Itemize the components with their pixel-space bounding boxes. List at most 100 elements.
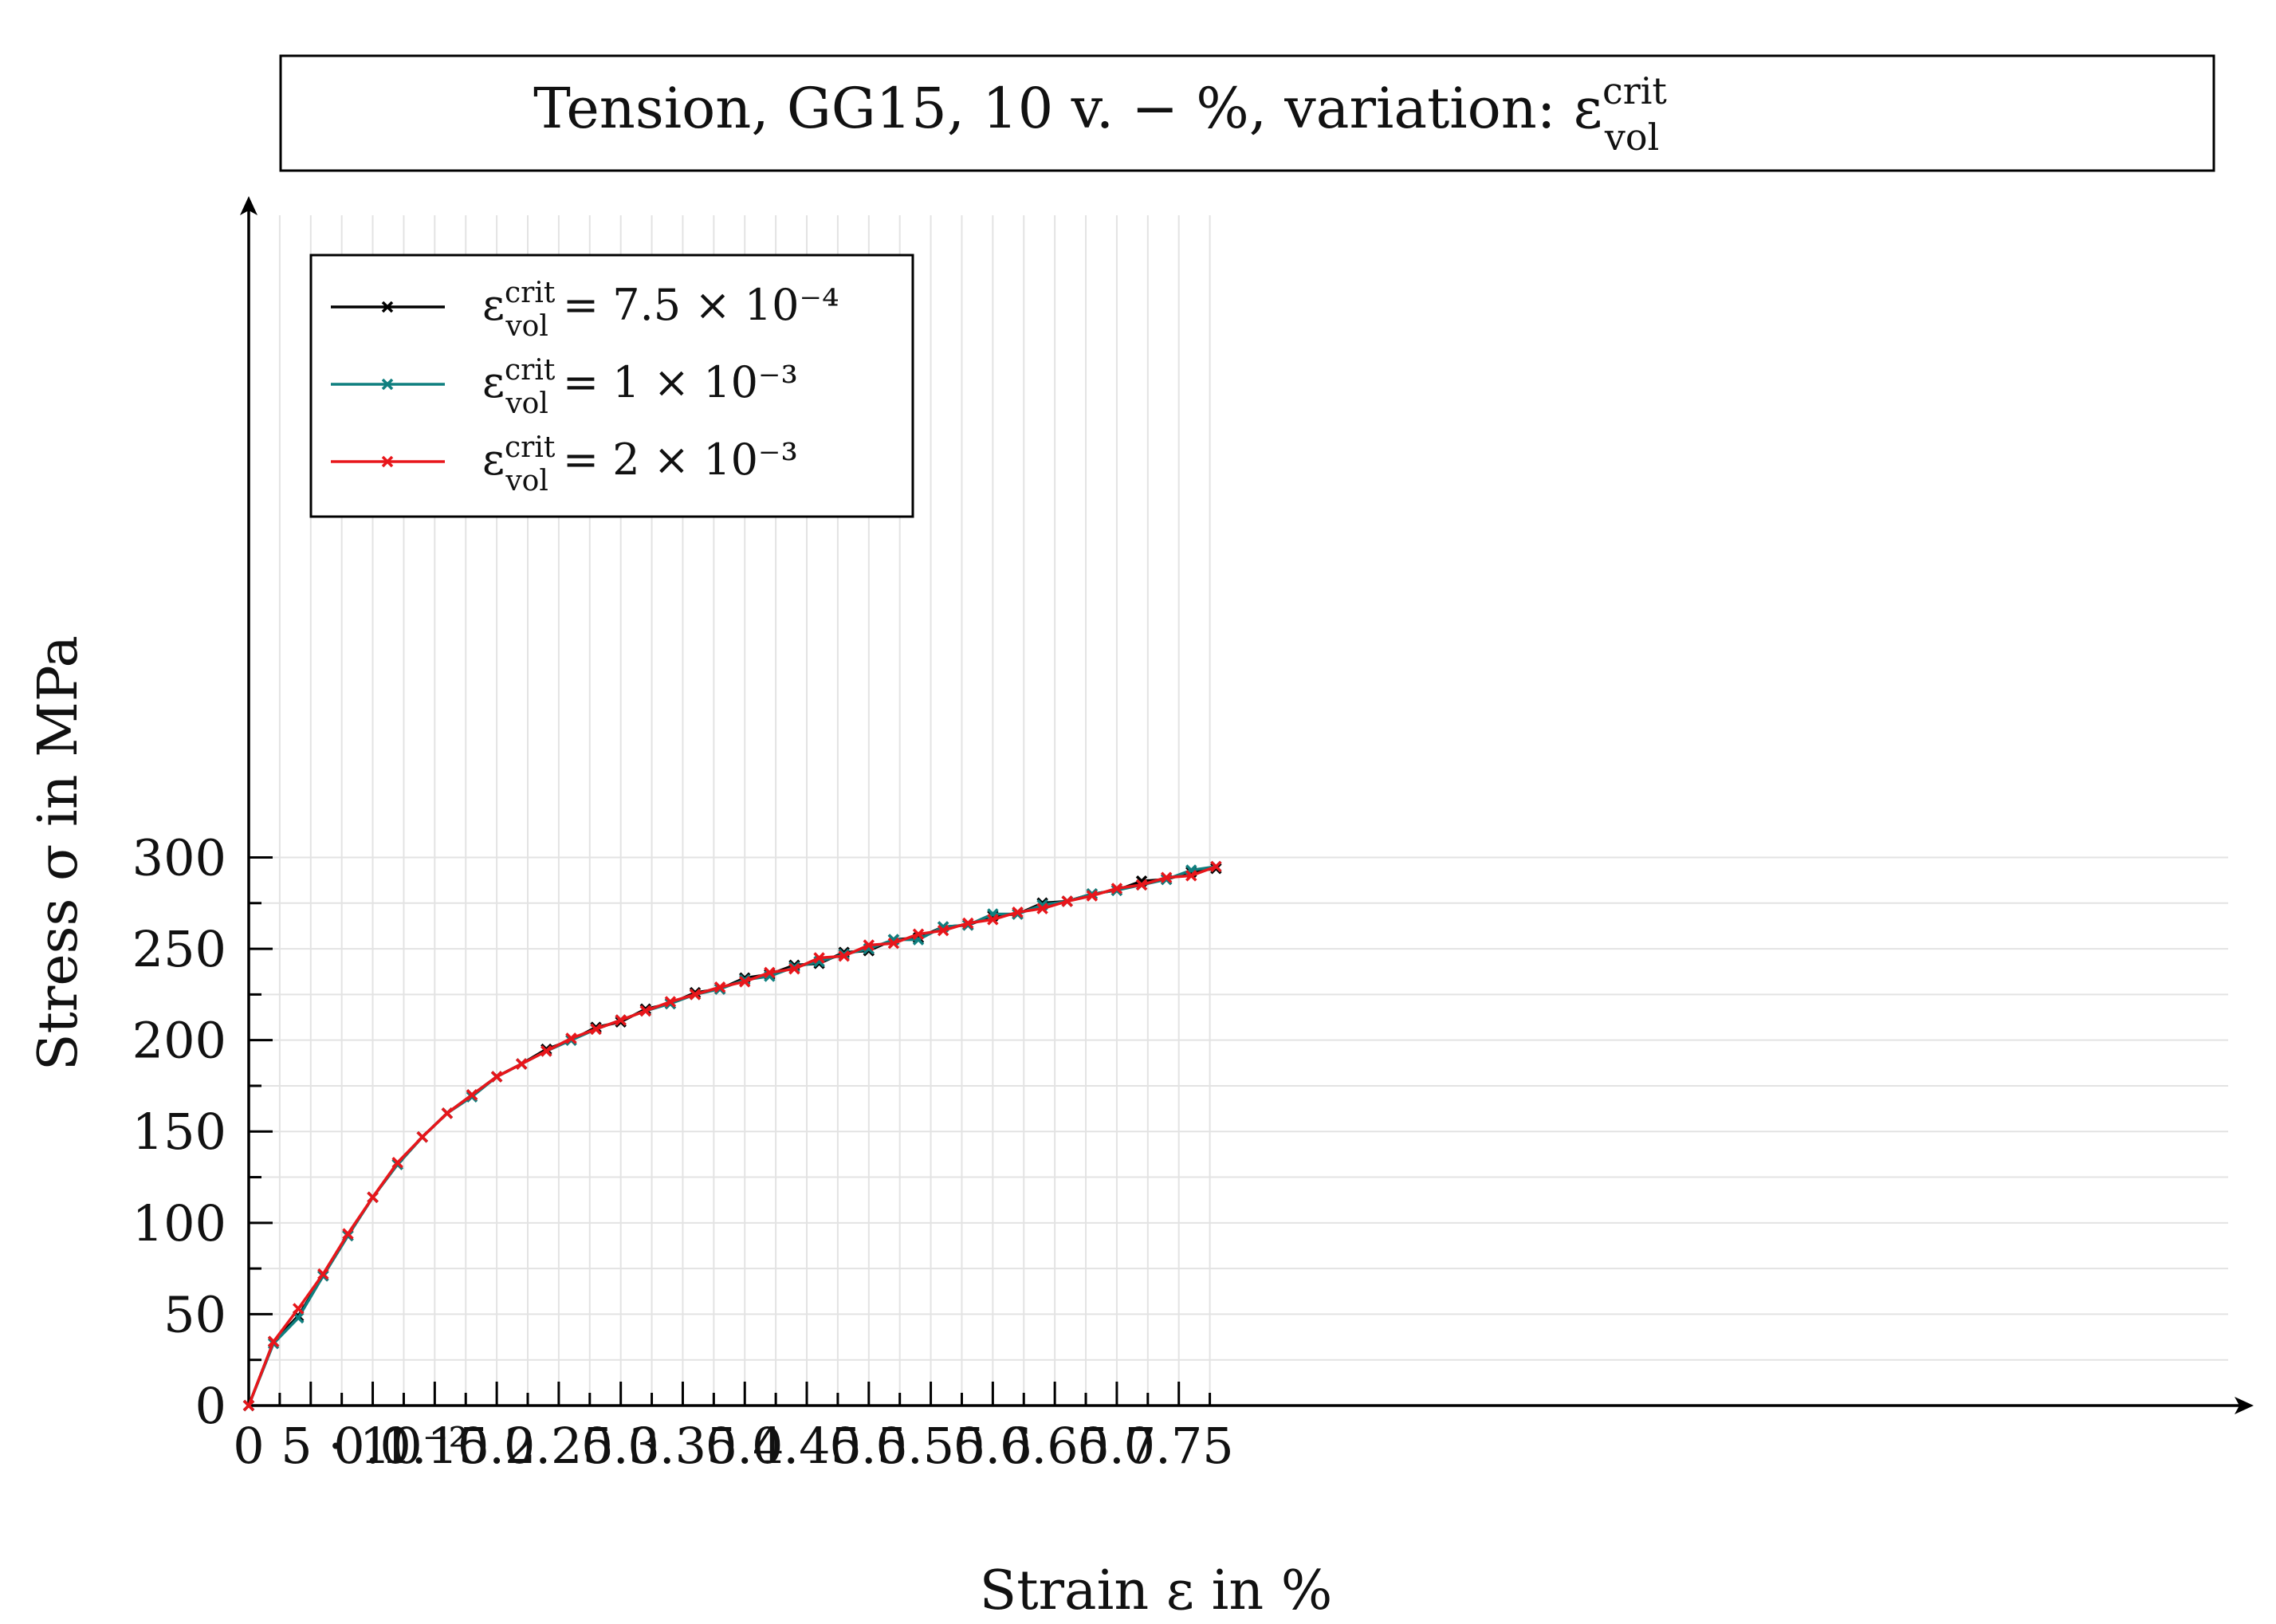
y-tick-label: 200 [132, 1012, 226, 1070]
x-axis-arrow [2235, 1397, 2254, 1414]
marker-stroke [317, 1268, 329, 1280]
legend-marker [381, 301, 394, 313]
marker-stroke [292, 1303, 305, 1315]
legend-marker [381, 455, 394, 468]
legend-label: εcrit vol = 1 × 10⁻³ [482, 354, 798, 420]
marker-stroke [664, 996, 677, 1008]
marker-stroke [441, 1107, 454, 1119]
data-point [639, 1005, 652, 1017]
x-tick-label: 0.65 [1000, 1417, 1110, 1475]
data-point [267, 1335, 280, 1348]
data-point [317, 1268, 329, 1280]
y-tick-label: 50 [163, 1285, 226, 1343]
x-tick-label: 0.35 [627, 1417, 737, 1475]
data-point [565, 1032, 577, 1044]
marker-stroke [267, 1335, 280, 1348]
series-3 [242, 860, 1222, 1412]
marker-stroke [764, 966, 776, 979]
marker-stroke [1110, 883, 1123, 895]
series-group [242, 860, 1222, 1412]
data-point [490, 1071, 503, 1083]
legend-item-3: εcrit vol = 2 × 10⁻³ [331, 431, 798, 497]
marker-stroke [381, 455, 394, 468]
x-tick-label: 0.3 [581, 1417, 660, 1475]
data-point [1086, 890, 1099, 902]
y-ticks: 0 50 100 150 200 250 300 [132, 828, 273, 1435]
marker-stroke [863, 939, 875, 951]
data-point [367, 1191, 379, 1203]
marker-stroke [490, 1071, 503, 1083]
marker-stroke [1086, 890, 1099, 902]
x-tick-label: 0.45 [752, 1417, 862, 1475]
legend-marker [381, 378, 394, 391]
data-point [541, 1045, 552, 1057]
legend-item-1: εcrit vol = 7.5 × 10⁻⁴ [331, 277, 839, 343]
x-tick-label: 5 · 10⁻² [281, 1417, 468, 1475]
axes [240, 196, 2254, 1414]
marker-stroke [242, 1399, 255, 1412]
x-tick-label: 0.1 [333, 1417, 412, 1475]
marker-stroke [292, 1311, 305, 1324]
marker-stroke [466, 1089, 478, 1101]
marker-stroke [813, 952, 825, 964]
x-tick-label: 0.7 [1078, 1417, 1157, 1475]
marker-stroke [1036, 902, 1048, 914]
legend-label: εcrit vol = 7.5 × 10⁻⁴ [482, 277, 839, 343]
data-point [292, 1303, 305, 1315]
marker-stroke [381, 378, 394, 391]
x-tick-label: 0.6 [953, 1417, 1032, 1475]
marker-stroke [937, 924, 949, 937]
legend-item-2: εcrit vol = 1 × 10⁻³ [331, 354, 798, 420]
marker-stroke [1061, 895, 1073, 907]
marker-stroke [615, 1014, 627, 1026]
data-point [590, 1023, 602, 1036]
data-point [937, 924, 949, 937]
x-ticks: 0 5 · 10⁻²0.10.150.20.250.30.350.40.450.5… [233, 1382, 1234, 1475]
marker-stroke [515, 1058, 528, 1070]
data-point [1185, 870, 1197, 882]
chart-title-sup: crit [1602, 69, 1667, 112]
marker-stroke [367, 1191, 379, 1203]
legend: εcrit vol = 7.5 × 10⁻⁴ εcrit vol = 1 × 10⁻³ εc… [309, 254, 914, 518]
marker-stroke [788, 963, 800, 975]
chart-title-box: Tension, GG15, 10 v. − %, variation: εcr… [279, 54, 2215, 172]
y-tick-label: 100 [132, 1194, 226, 1252]
title-frame [279, 54, 2215, 172]
marker-stroke [689, 989, 702, 1001]
x-tick-label: 0 [233, 1417, 264, 1475]
y-tick-label: 150 [132, 1103, 226, 1161]
data-point [441, 1107, 454, 1119]
data-point [739, 976, 751, 988]
marker-stroke [565, 1032, 577, 1044]
data-point [416, 1131, 429, 1143]
data-point [1036, 902, 1048, 914]
chart-title-sub: vol [1604, 116, 1659, 159]
data-point [664, 996, 677, 1008]
y-axis-label: Stress σ in MPa [27, 635, 90, 1071]
data-point [962, 917, 974, 930]
y-tick-label: 0 [195, 1377, 226, 1435]
chart-title: Tension, GG15, 10 v. − %, variation: εcr… [533, 69, 1667, 159]
data-point [887, 937, 900, 950]
marker-stroke [987, 914, 999, 926]
data-point [813, 952, 825, 964]
data-point [391, 1156, 403, 1169]
x-axis-label: Strain ε in % [980, 1559, 1333, 1622]
data-point [788, 963, 800, 975]
marker-stroke [962, 917, 974, 930]
y-axis-arrow [240, 196, 257, 215]
x-tick-label: 0.2 [458, 1417, 537, 1475]
data-point [1160, 871, 1173, 883]
chart-title-main: Tension, GG15, 10 v. − %, variation: ε [533, 76, 1602, 141]
data-point [1061, 895, 1073, 907]
marker-stroke [1012, 906, 1024, 918]
data-point [242, 1399, 255, 1412]
y-tick-label: 300 [132, 828, 226, 887]
data-point [515, 1058, 528, 1070]
marker-stroke [1160, 871, 1173, 883]
x-tick-label: 0.25 [504, 1417, 614, 1475]
marker-stroke [590, 1023, 602, 1036]
data-point [987, 914, 999, 926]
marker-stroke [391, 1156, 403, 1169]
